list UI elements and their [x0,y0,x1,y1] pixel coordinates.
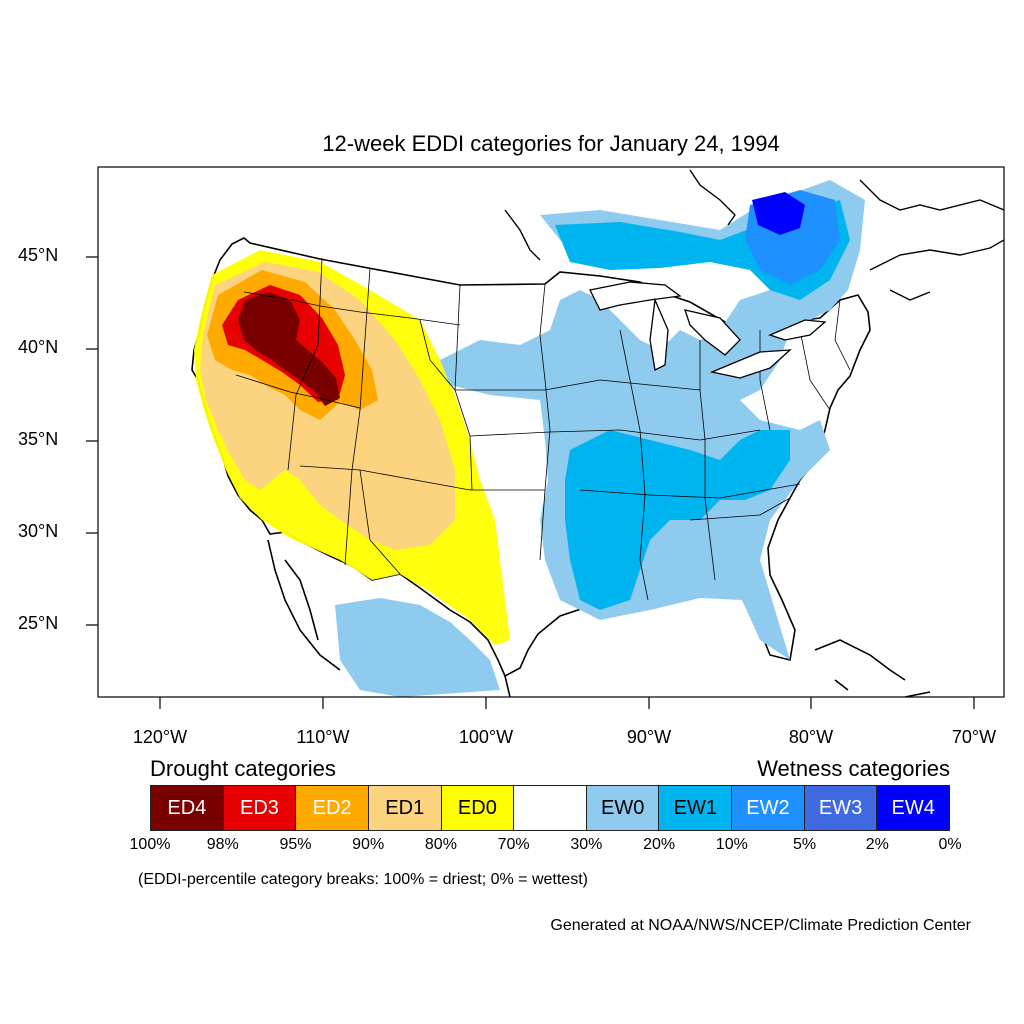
legend-break-label: 100% [129,836,171,853]
legend-break-label: 95% [279,836,312,853]
legend-box-ed2: ED2 [296,786,369,830]
legend-break-label: 90% [352,836,385,853]
legend-box-ed3: ED3 [223,786,297,830]
ew1-region [565,430,790,610]
legend-break-label: 20% [643,836,676,853]
legend-break-label: 70% [497,836,530,853]
legend-box-ew1: EW1 [659,786,733,830]
legend-box-ew3: EW3 [804,786,878,830]
canada-coast [504,169,1004,301]
great-lakes [589,281,827,379]
mexico-coast [267,539,511,697]
credit-line: Generated at NOAA/NWS/NCEP/Climate Predi… [550,917,971,934]
lon-label-110: 110°W [296,727,350,747]
lon-label-90: 90°W [626,727,672,747]
ew4-region [752,192,805,235]
lon-label-80: 80°W [788,727,834,747]
lon-ticks [159,697,975,709]
category-legend: ED4 ED3 ED2 ED1 ED0 EW0 EW1 EW2 EW3 EW4 [150,785,950,831]
lon-label-120: 120°W [132,727,188,747]
legend-note: (EDDI-percentile category breaks: 100% =… [138,871,588,888]
lat-label-35: 35°N [18,429,59,449]
legend-box-ew4: EW4 [877,786,950,830]
legend-box-ed0: ED0 [441,786,515,830]
eddi-map [86,166,1005,709]
legend-break-label: 5% [792,836,817,853]
legend-break-label: 2% [865,836,889,853]
lat-ticks [86,256,98,626]
legend-break-label: 98% [206,836,239,853]
legend-box-ew0: EW0 [586,786,660,830]
legend-box-ew2: EW2 [732,786,805,830]
state-boundaries [235,257,851,601]
legend-break-label: 30% [570,836,603,853]
caribbean-islands [814,639,931,697]
wetness-heading: Wetness categories [757,756,950,781]
ew0-region [440,180,865,660]
legend-break-label: 0% [938,836,962,853]
legend-box-ed1: ED1 [368,786,442,830]
lon-label-100: 100°W [458,727,514,747]
legend-box-neutral [514,786,587,830]
drought-heading: Drought categories [150,756,336,781]
lon-label-70: 70°W [951,727,997,747]
legend-box-ed4: ED4 [151,786,224,830]
legend-break-label: 10% [715,836,748,853]
ew0-region-mexico [335,598,500,697]
map-frame [97,166,1005,698]
lat-label-30: 30°N [18,521,59,541]
lat-label-40: 40°N [18,337,59,357]
lat-label-25: 25°N [18,613,59,633]
ed4-region [238,292,340,406]
legend-break-label: 80% [424,836,457,853]
lat-label-45: 45°N [18,245,59,265]
map-title: 12-week EDDI categories for January 24, … [322,131,780,156]
